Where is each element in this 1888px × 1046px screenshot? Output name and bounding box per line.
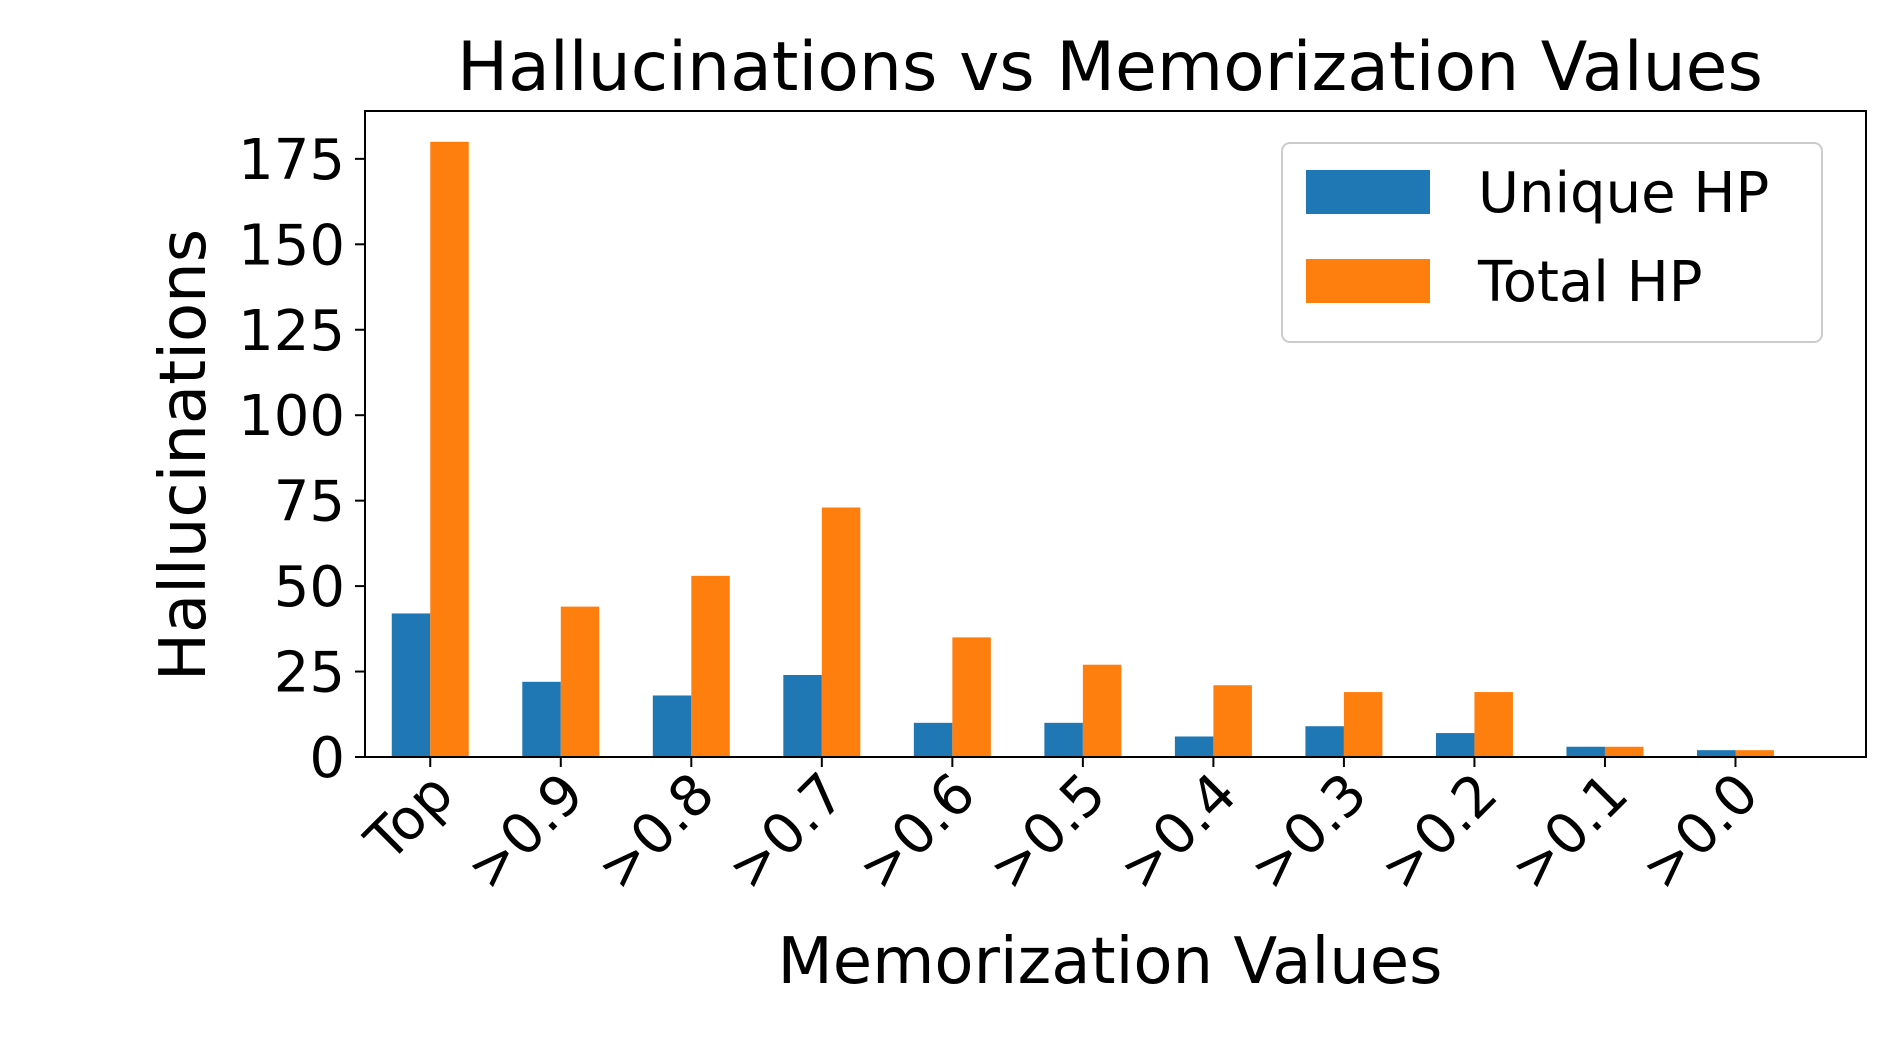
x-axis: Top>0.9>0.8>0.7>0.6>0.5>0.4>0.3>0.2>0.1>…	[353, 757, 1771, 903]
y-tick-label: 0	[309, 726, 345, 791]
y-tick-label: 100	[238, 384, 345, 449]
bar-unique-hp-8	[1435, 733, 1475, 757]
x-tick-label: >0.2	[1368, 761, 1510, 903]
bar-total-hp-0	[430, 141, 469, 757]
y-tick-label: 50	[274, 555, 345, 620]
bar-total-hp-9	[1604, 746, 1644, 757]
bar-total-hp-5	[1082, 664, 1122, 757]
bars-layer	[391, 141, 1774, 757]
plot-frame	[364, 110, 1867, 758]
x-tick-label: >0.7	[716, 761, 858, 903]
legend-swatch-total-hp	[1306, 259, 1430, 303]
bar-total-hp-10	[1735, 750, 1774, 757]
bar-total-hp-1	[560, 606, 600, 757]
bar-unique-hp-7	[1305, 726, 1344, 757]
y-axis: 0 25 50 75 100 125 150 175	[238, 128, 365, 791]
y-tick-label: 75	[274, 470, 345, 535]
chart-title: Hallucinations vs Memorization Values	[457, 28, 1763, 107]
bar-unique-hp-5	[1044, 722, 1083, 757]
x-tick-label: >0.5	[977, 761, 1119, 903]
y-tick-label: 125	[238, 299, 345, 364]
x-tick-label: >0.1	[1499, 761, 1641, 903]
bar-unique-hp-1	[522, 681, 561, 757]
bar-unique-hp-3	[783, 674, 822, 757]
legend-label-unique-hp: Unique HP	[1478, 161, 1769, 226]
x-tick-label: >0.4	[1107, 761, 1249, 903]
x-axis-label: Memorization Values	[777, 925, 1442, 999]
y-axis-label: Hallucinations	[147, 229, 221, 681]
x-tick-label: >0.6	[846, 761, 988, 903]
x-tick-label: >0.3	[1238, 761, 1380, 903]
legend-label-total-hp: Total HP	[1477, 250, 1702, 315]
bar-unique-hp-4	[913, 722, 953, 757]
bar-unique-hp-2	[652, 695, 692, 757]
bar-total-hp-8	[1474, 692, 1513, 757]
bar-unique-hp-6	[1174, 736, 1214, 757]
x-tick-label: >0.8	[585, 761, 727, 903]
bar-unique-hp-9	[1566, 746, 1605, 757]
bar-total-hp-7	[1343, 692, 1383, 757]
bar-total-hp-6	[1213, 685, 1252, 757]
y-tick-label: 25	[274, 641, 345, 706]
bar-total-hp-2	[691, 575, 730, 757]
bar-unique-hp-0	[391, 613, 431, 757]
bar-total-hp-4	[952, 637, 991, 757]
legend: Unique HP Total HP	[1281, 142, 1823, 343]
x-tick-label: >0.9	[455, 761, 597, 903]
x-tick-label: Top	[353, 761, 466, 874]
bar-unique-hp-10	[1696, 750, 1736, 757]
y-tick-label: 175	[238, 128, 345, 193]
bar-total-hp-3	[821, 507, 861, 757]
y-tick-label: 150	[238, 213, 345, 278]
x-tick-label: >0.0	[1629, 761, 1771, 903]
legend-swatch-unique-hp	[1306, 170, 1430, 214]
